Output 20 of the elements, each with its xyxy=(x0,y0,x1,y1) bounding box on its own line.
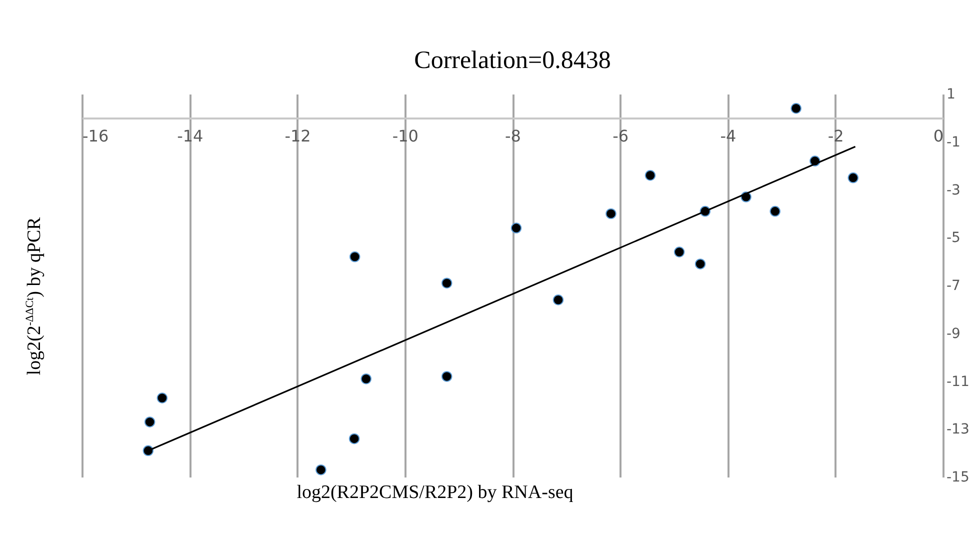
x-tick-label: 0 xyxy=(933,126,944,146)
x-tick-label: -8 xyxy=(505,126,521,146)
x-tick-label: -6 xyxy=(612,126,629,146)
y-tick-label: -3 xyxy=(946,182,960,198)
x-tick-label: -12 xyxy=(284,126,311,146)
chart-title: Correlation=0.8438 xyxy=(414,47,611,74)
y-tick-label: 1 xyxy=(946,86,956,102)
x-tick-label: -2 xyxy=(828,126,844,146)
y-tick-label: -11 xyxy=(946,374,970,390)
y-tick-label: -9 xyxy=(946,326,960,342)
x-tick-label: -10 xyxy=(392,126,418,146)
y-tick-label: -13 xyxy=(946,422,970,438)
x-tick-label: -4 xyxy=(720,126,736,146)
x-axis-title: log2(R2P2CMS/R2P2) by RNA-seq xyxy=(296,482,574,504)
y-tick-label: -1 xyxy=(946,134,960,150)
x-tick-label: -14 xyxy=(177,126,204,146)
x-tick-label: -16 xyxy=(82,126,109,146)
y-tick-label: -5 xyxy=(946,230,960,246)
y-tick-label: -15 xyxy=(946,470,970,486)
y-tick-label: -7 xyxy=(946,278,960,294)
